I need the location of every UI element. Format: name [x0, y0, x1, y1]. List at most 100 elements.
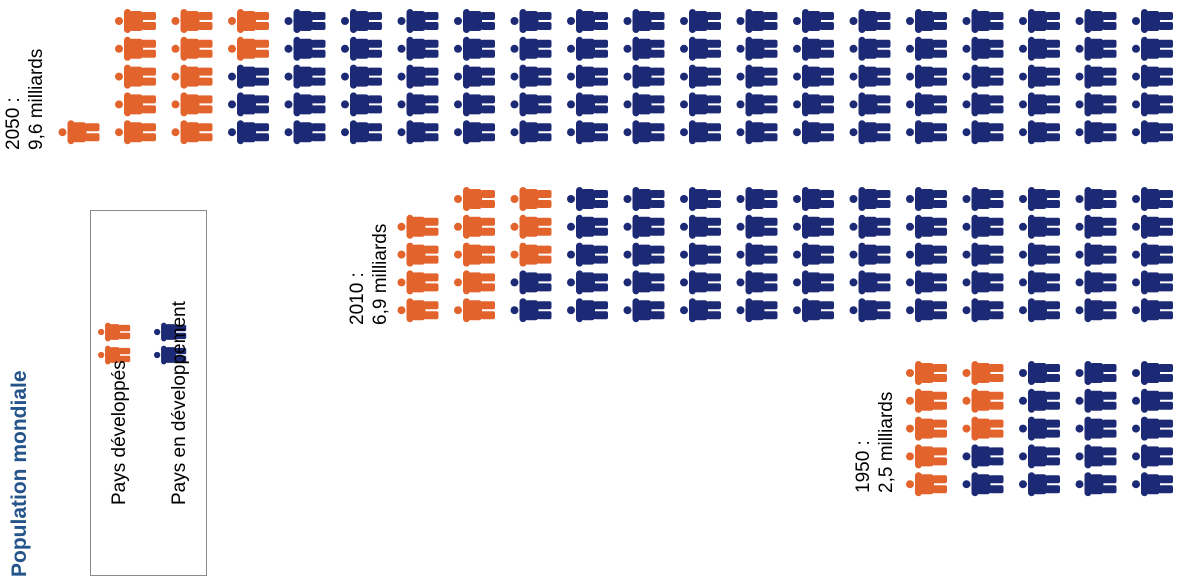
person-developing-icon	[680, 270, 721, 295]
person-developed-icon	[962, 361, 1004, 385]
person-developing-icon	[623, 187, 665, 211]
person-developed-icon	[171, 92, 213, 117]
person-developing-icon	[341, 64, 382, 89]
person-developing-icon	[1075, 187, 1117, 211]
chart-title: Population mondiale	[8, 370, 31, 577]
person-developing-icon	[341, 120, 382, 145]
person-developing-icon	[680, 36, 721, 61]
person-developing-icon	[849, 120, 891, 145]
group-label-2010: 2010 : 6,9 milliards	[346, 224, 392, 325]
person-developed-icon	[397, 214, 439, 239]
person-developing-icon	[849, 64, 891, 89]
person-developing-icon	[623, 242, 665, 267]
person-developing-icon	[454, 92, 495, 117]
person-developing-icon	[736, 36, 778, 61]
person-developing-icon	[680, 9, 721, 33]
person-developed-icon	[510, 242, 552, 267]
group-label-2050: 2050 : 9,6 milliards	[2, 49, 48, 150]
person-developed-icon	[906, 388, 947, 413]
person-developing-icon	[1132, 187, 1173, 211]
person-developing-icon	[284, 120, 326, 145]
person-developing-icon	[962, 92, 1004, 117]
person-developing-icon	[793, 92, 834, 117]
person-developing-icon	[1019, 9, 1060, 33]
person-developed-icon	[454, 270, 495, 295]
person-developing-icon	[567, 120, 608, 145]
person-developing-icon	[1132, 416, 1173, 441]
person-developing-icon	[736, 270, 778, 295]
person-developing-icon	[284, 92, 326, 117]
person-developing-icon	[793, 36, 834, 61]
person-developed-icon	[115, 36, 156, 61]
person-developing-icon	[849, 36, 891, 61]
person-developing-icon	[962, 64, 1004, 89]
legend-label-developed: Pays développés	[109, 360, 130, 505]
person-developing-icon	[906, 214, 947, 239]
person-developed-icon	[115, 9, 156, 33]
person-developing-icon	[1019, 92, 1060, 117]
person-developing-icon	[793, 270, 834, 295]
person-developing-icon	[680, 242, 721, 267]
person-developing-icon	[736, 187, 778, 211]
person-developing-icon	[793, 64, 834, 89]
person-developing-icon	[793, 187, 834, 211]
person-developing-icon	[849, 270, 891, 295]
person-developing-icon	[397, 9, 439, 33]
person-developed-icon	[962, 388, 1004, 413]
person-developing-icon	[567, 242, 608, 267]
person-developing-icon	[510, 64, 552, 89]
person-developing-icon	[849, 242, 891, 267]
person-developing-icon	[623, 298, 665, 323]
person-developing-icon	[1019, 416, 1060, 441]
person-developing-icon	[1132, 472, 1173, 497]
person-developing-icon	[397, 120, 439, 145]
person-developing-icon	[1019, 214, 1060, 239]
person-developing-icon	[906, 92, 947, 117]
person-developing-icon	[397, 92, 439, 117]
person-developed-icon	[510, 214, 552, 239]
person-developing-icon	[567, 92, 608, 117]
person-developing-icon	[397, 36, 439, 61]
person-developing-icon	[962, 214, 1004, 239]
legend-label-developing: Pays en développement	[169, 301, 190, 505]
person-developing-icon	[397, 64, 439, 89]
person-developing-icon	[623, 9, 665, 33]
person-developing-icon	[962, 9, 1004, 33]
person-developing-icon	[1019, 187, 1060, 211]
person-developed-icon	[510, 187, 552, 211]
person-developing-icon	[454, 120, 495, 145]
person-developed-icon	[171, 36, 213, 61]
person-developing-icon	[1075, 214, 1117, 239]
person-developing-icon	[906, 64, 947, 89]
person-developing-icon	[1019, 472, 1060, 497]
person-developing-icon	[1132, 9, 1173, 33]
person-developing-icon	[849, 92, 891, 117]
person-developing-icon	[906, 270, 947, 295]
person-developing-icon	[1019, 361, 1060, 385]
legend-box	[90, 210, 207, 576]
person-developed-icon	[228, 9, 269, 33]
person-developing-icon	[736, 242, 778, 267]
person-developing-icon	[1019, 444, 1060, 469]
person-developed-icon	[454, 187, 495, 211]
person-developed-icon	[115, 64, 156, 89]
person-developing-icon	[736, 92, 778, 117]
person-developing-icon	[1075, 388, 1117, 413]
person-developing-icon	[680, 92, 721, 117]
person-developed-icon	[454, 214, 495, 239]
person-developing-icon	[906, 9, 947, 33]
person-developing-icon	[680, 64, 721, 89]
person-developed-icon	[397, 298, 439, 323]
person-developing-icon	[793, 242, 834, 267]
person-developing-icon	[680, 120, 721, 145]
person-developing-icon	[793, 9, 834, 33]
person-developed-icon	[115, 120, 156, 145]
person-developed-icon	[171, 120, 213, 145]
person-developing-icon	[736, 298, 778, 323]
person-developing-icon	[1075, 472, 1117, 497]
group-label-1950-year: 1950 :	[853, 440, 874, 493]
person-developed-icon	[115, 92, 156, 117]
group-label-2010-year: 2010 :	[347, 272, 368, 325]
person-developing-icon	[1132, 388, 1173, 413]
person-developed-icon	[58, 120, 100, 145]
